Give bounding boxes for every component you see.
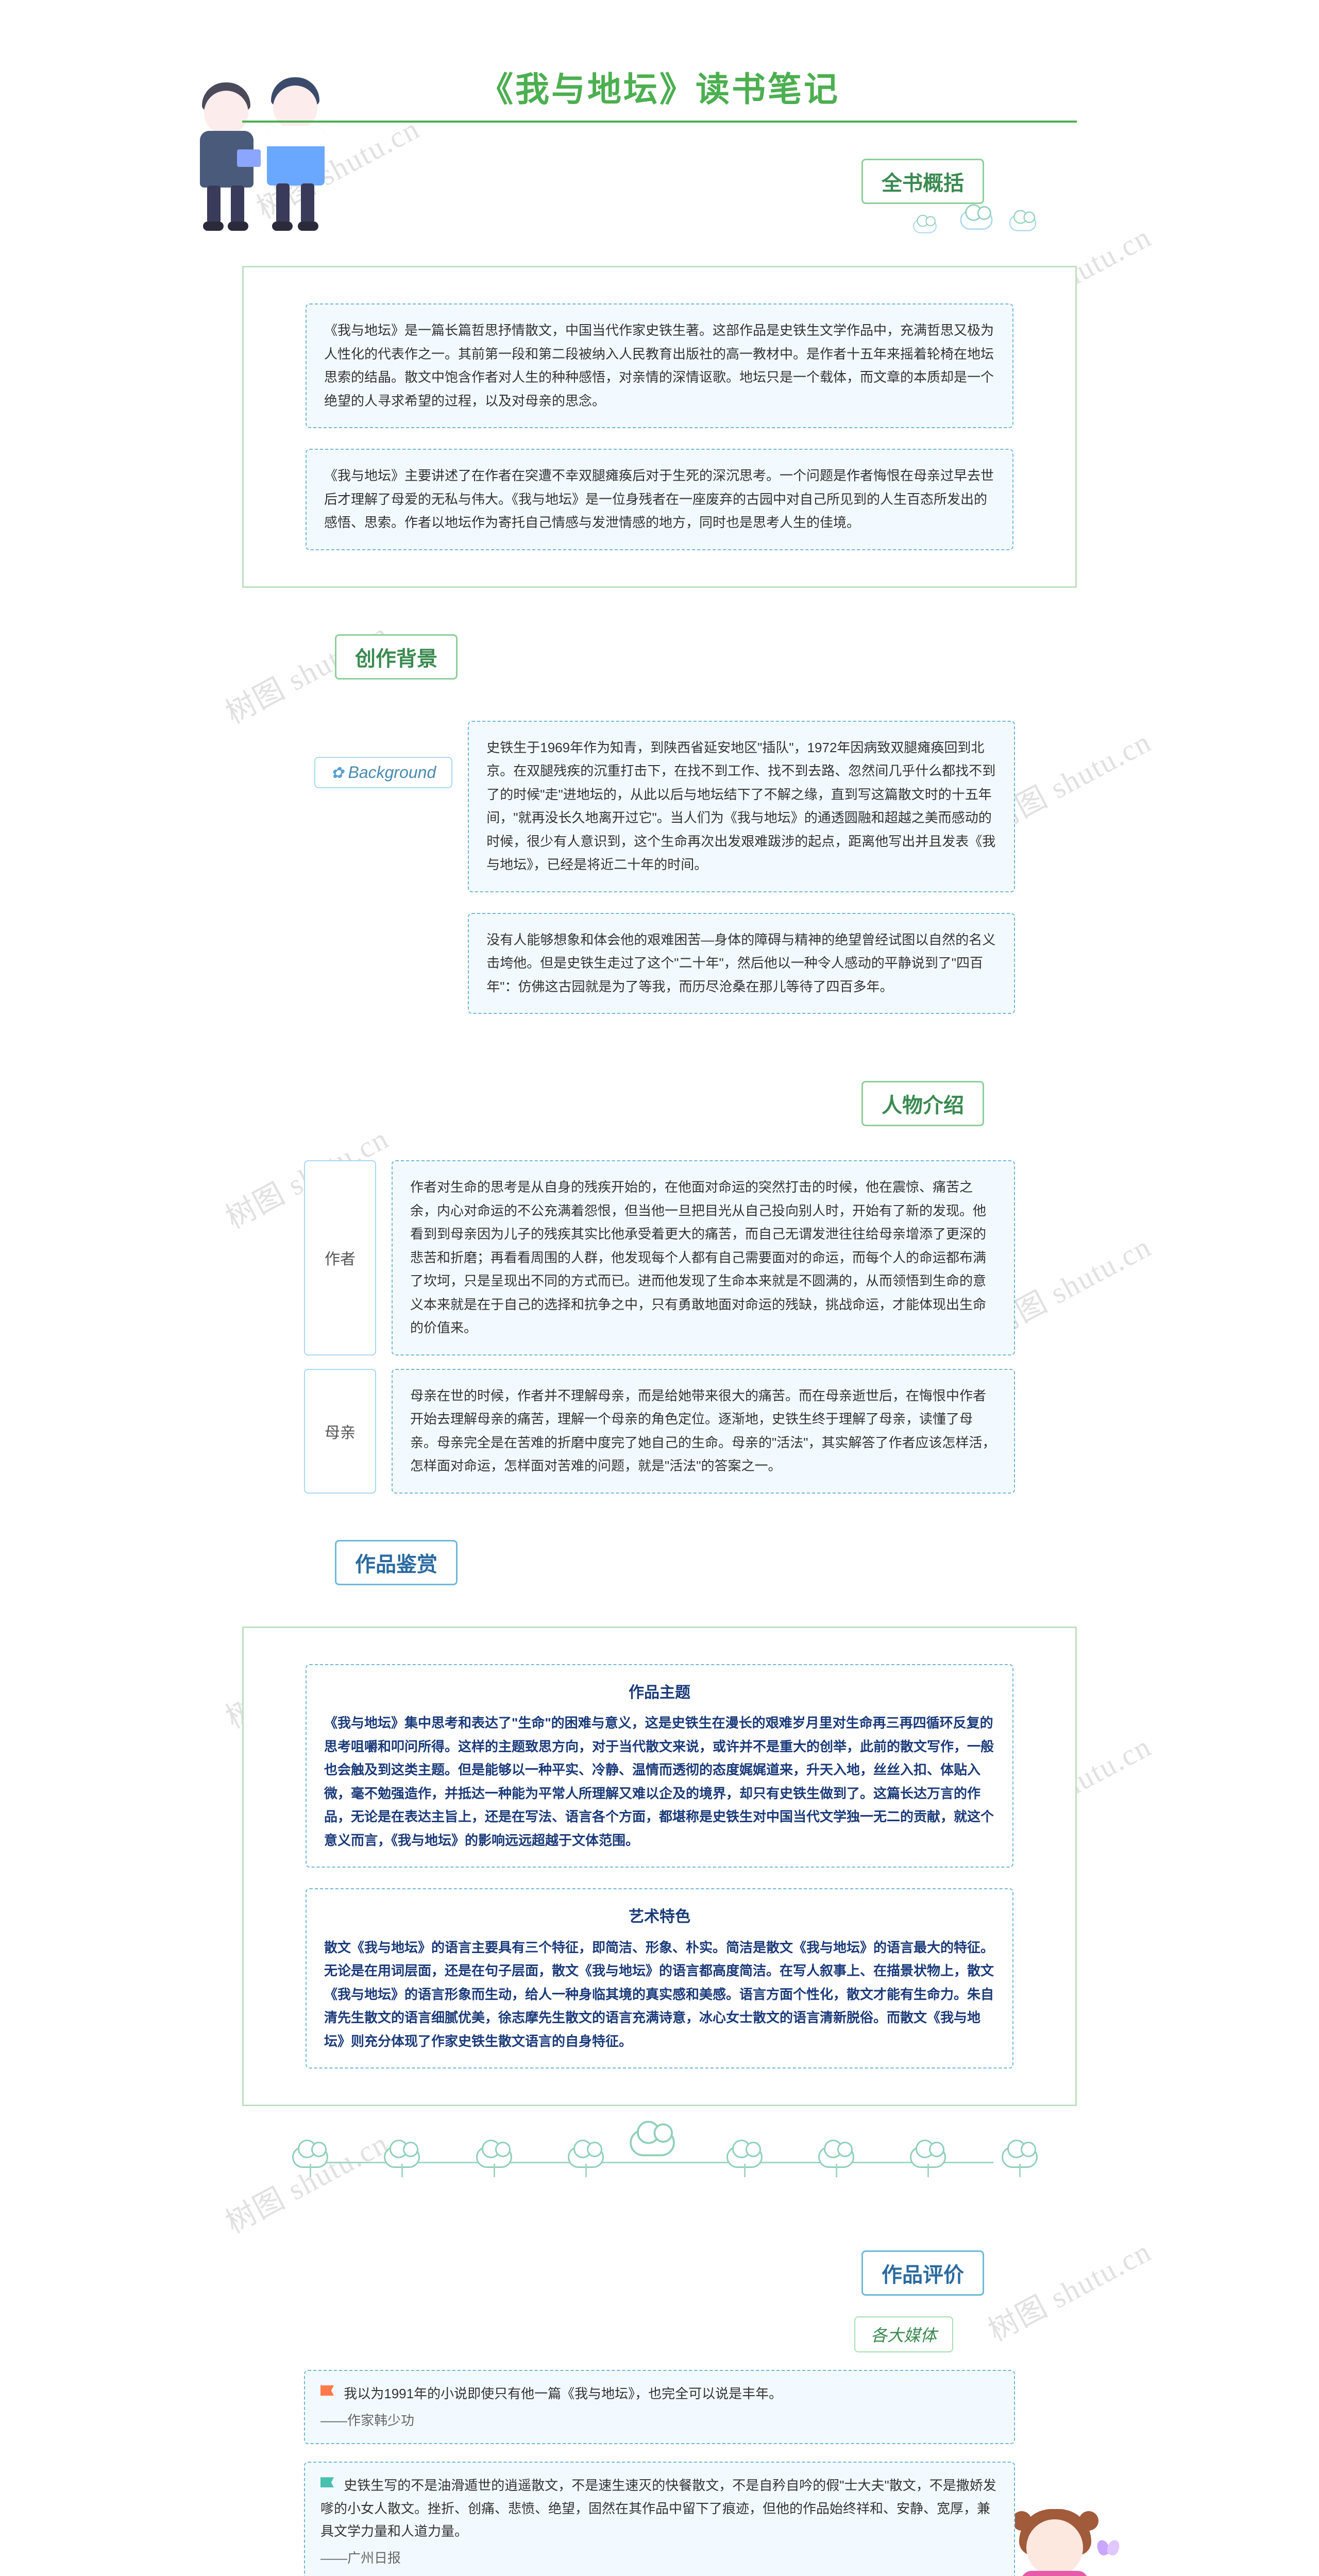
section-reviews-header: 作品评价 bbox=[242, 2250, 1077, 2296]
background-badge: ✿ Background bbox=[314, 757, 452, 788]
review-2-text: 史铁生写的不是油滑遁世的逍遥散文，不是速生速灭的快餐散文，不是自矜自吟的假"士大… bbox=[320, 2478, 996, 2538]
label-background: 创作背景 bbox=[335, 634, 458, 680]
flag-icon bbox=[320, 2477, 334, 2487]
review-1: 我以为1991年的小说即使只有他一篇《我与地坛》，也完全可以说是丰年。 ——作家… bbox=[304, 2370, 1015, 2444]
character-tag-author: 作者 bbox=[304, 1160, 376, 1355]
review-1-text: 我以为1991年的小说即使只有他一篇《我与地坛》，也完全可以说是丰年。 bbox=[344, 2386, 782, 2401]
character-row-mother: 母亲 母亲在世的时候，作者并不理解母亲，而是给她带来很大的痛苦。而在母亲逝世后，… bbox=[304, 1369, 1015, 1494]
section-appreciation-header: 作品鉴赏 bbox=[242, 1540, 1077, 1585]
overview-p2: 《我与地坛》主要讲述了在作者在突遭不幸双腿瘫痪后对于生死的深沉思考。一个问题是作… bbox=[306, 449, 1013, 550]
page-title: 《我与地坛》读书笔记 bbox=[242, 62, 1077, 111]
title-underline bbox=[242, 121, 1077, 123]
art-text: 散文《我与地坛》的语言主要具有三个特征，即简洁、形象、朴实。简洁是散文《我与地坛… bbox=[324, 1936, 995, 2054]
character-tag-mother: 母亲 bbox=[304, 1369, 376, 1494]
background-p2: 没有人能够想象和体会他的艰难困苦—身体的障碍与精神的绝望曾经试图以自然的名义击垮… bbox=[468, 913, 1015, 1014]
character-text-mother: 母亲在世的时候，作者并不理解母亲，而是给她带来很大的痛苦。而在母亲逝世后，在悔恨… bbox=[392, 1369, 1015, 1494]
character-text-author: 作者对生命的思考是从自身的残疾开始的，在他面对命运的突然打击的时候，他在震惊、痛… bbox=[392, 1160, 1015, 1355]
review-2-source: ——广州日报 bbox=[320, 2547, 999, 2569]
appreciation-theme: 作品主题 《我与地坛》集中思考和表达了"生命"的困难与意义，这是史铁生在漫长的艰… bbox=[306, 1664, 1013, 1868]
art-heading: 艺术特色 bbox=[324, 1904, 995, 1931]
background-p1: 史铁生于1969年作为知青，到陕西省延安地区"插队"，1972年因病致双腿瘫痪回… bbox=[468, 721, 1015, 892]
label-reviews: 作品评价 bbox=[861, 2250, 984, 2296]
appreciation-art: 艺术特色 散文《我与地坛》的语言主要具有三个特征，即简洁、形象、朴实。简洁是散文… bbox=[306, 1888, 1013, 2069]
review-1-source: ——作家韩少功 bbox=[320, 2409, 999, 2432]
reviews-sub-header: 各大媒体 bbox=[242, 2316, 1077, 2352]
frame-overview: 《我与地坛》是一篇长篇哲思抒情散文，中国当代作家史铁生著。这部作品是史铁生文学作… bbox=[242, 266, 1077, 588]
content-column: 《我与地坛》读书笔记 全书概括 《我与地坛》是一篇长篇哲思抒情散文，中国当代作家… bbox=[242, 62, 1077, 2576]
section-characters-header: 人物介绍 bbox=[242, 1081, 1077, 1126]
theme-text: 《我与地坛》集中思考和表达了"生命"的困难与意义，这是史铁生在漫长的艰难岁月里对… bbox=[324, 1711, 995, 1852]
cloud-divider bbox=[242, 2132, 1077, 2178]
theme-heading: 作品主题 bbox=[324, 1680, 995, 1707]
review-2: 史铁生写的不是油滑遁世的逍遥散文，不是速生速灭的快餐散文，不是自矜自吟的假"士大… bbox=[304, 2462, 1015, 2576]
label-reviews-sub: 各大媒体 bbox=[854, 2316, 953, 2352]
section-overview-header: 全书概括 bbox=[242, 159, 1077, 204]
frame-appreciation: 作品主题 《我与地坛》集中思考和表达了"生命"的困难与意义，这是史铁生在漫长的艰… bbox=[242, 1626, 1077, 2107]
label-appreciation: 作品鉴赏 bbox=[335, 1540, 458, 1585]
label-overview: 全书概括 bbox=[861, 159, 984, 204]
overview-p1: 《我与地坛》是一篇长篇哲思抒情散文，中国当代作家史铁生著。这部作品是史铁生文学作… bbox=[306, 303, 1013, 428]
flag-icon bbox=[320, 2385, 334, 2396]
character-row-author: 作者 作者对生命的思考是从自身的残疾开始的，在他面对命运的突然打击的时候，他在震… bbox=[304, 1160, 1015, 1355]
section-background-header: 创作背景 bbox=[242, 634, 1077, 680]
canvas: 树图 shutu.cn 树图 shutu.cn 树图 shutu.cn 树图 s… bbox=[0, 0, 1319, 2576]
label-characters: 人物介绍 bbox=[861, 1081, 984, 1126]
